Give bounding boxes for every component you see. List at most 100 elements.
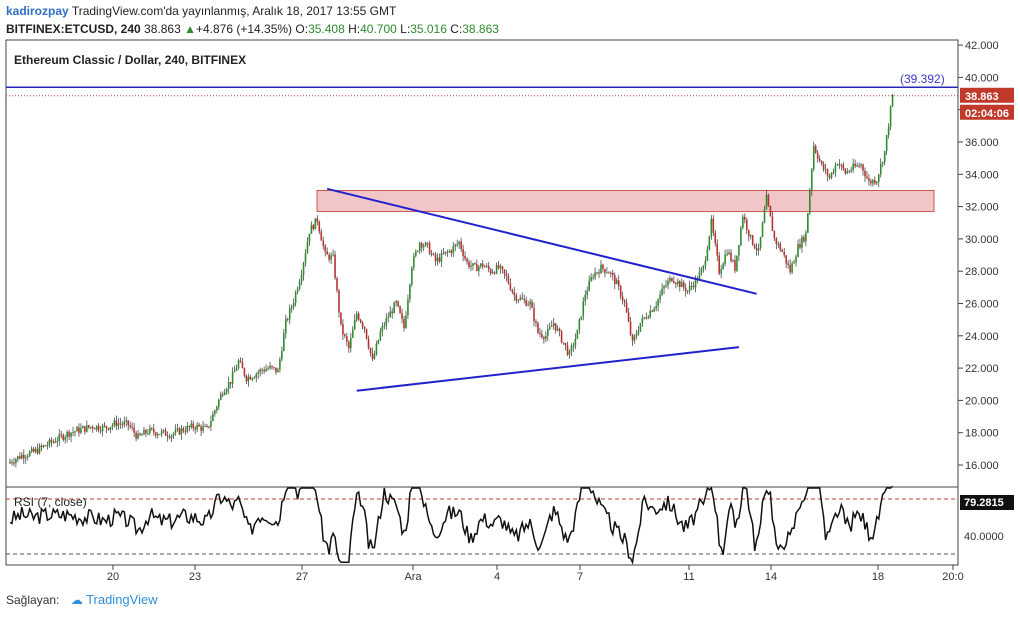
lower-trendline[interactable] [356, 346, 740, 392]
candle [283, 329, 285, 352]
candle [223, 388, 226, 396]
candle [125, 416, 128, 427]
candle [332, 249, 334, 257]
candle [111, 422, 114, 431]
candle [119, 417, 122, 429]
candle [407, 294, 409, 320]
candle [336, 276, 338, 293]
candle [602, 263, 604, 273]
candle [655, 301, 657, 312]
candle [560, 329, 563, 344]
candle [373, 350, 376, 360]
candle [781, 248, 784, 253]
y-tick-label: 18.000 [965, 428, 999, 440]
candle [537, 321, 539, 335]
tradingview-link[interactable]: TradingView [86, 592, 158, 607]
candle [186, 422, 189, 434]
candle [247, 373, 250, 387]
candle [194, 425, 196, 434]
symbol-name: BITFINEX:ETCUSD, 240 [6, 22, 141, 36]
candle [621, 291, 624, 305]
candle [456, 239, 458, 247]
candle [541, 329, 543, 340]
candle [180, 425, 183, 440]
candle [631, 333, 634, 346]
x-tick-label: 18 [872, 571, 884, 583]
candle [801, 234, 803, 253]
candle [590, 273, 592, 282]
candle [816, 149, 819, 163]
candle [576, 329, 579, 339]
candle [46, 441, 49, 450]
candle [714, 229, 717, 247]
footer: Sağlayan: ☁ TradingView [6, 592, 158, 607]
candle [822, 161, 825, 172]
candle [322, 236, 325, 250]
candle [182, 426, 185, 434]
candle [566, 341, 569, 356]
candle [168, 433, 171, 440]
candle [505, 269, 508, 282]
candle [253, 375, 256, 379]
candle [383, 321, 386, 330]
candle [495, 262, 498, 275]
candle [643, 316, 646, 320]
y-tick-label: 40.000 [965, 72, 999, 84]
candle [633, 334, 636, 344]
candle [850, 166, 852, 174]
candle [340, 312, 342, 326]
candle [736, 255, 738, 272]
candle [387, 312, 390, 323]
candle [864, 167, 866, 183]
candle [391, 307, 393, 319]
candle [529, 298, 531, 311]
candle [219, 391, 222, 401]
candle [789, 259, 791, 275]
candle [619, 284, 622, 300]
candle [450, 249, 453, 257]
candle [139, 432, 141, 436]
candle [767, 193, 770, 207]
candle [188, 425, 191, 432]
candle [426, 242, 429, 248]
candle [17, 455, 19, 463]
candle [239, 357, 242, 363]
candle [58, 429, 61, 446]
candle [613, 272, 616, 290]
candle [74, 430, 76, 437]
candle [728, 249, 730, 255]
candle [103, 422, 106, 428]
candle [598, 269, 600, 279]
candle [824, 163, 827, 175]
candle [661, 283, 663, 297]
candle [115, 415, 118, 430]
candle [527, 300, 529, 307]
candle [716, 239, 719, 262]
candle [738, 244, 740, 262]
candle [487, 261, 490, 273]
candle [635, 329, 638, 340]
candle [34, 446, 37, 454]
candle [302, 261, 305, 281]
candle [149, 424, 151, 436]
author-name[interactable]: kadirozpay [6, 4, 69, 18]
rsi-line [9, 485, 894, 565]
candle [564, 342, 567, 351]
candle [452, 242, 455, 258]
upper-trendline[interactable] [326, 187, 757, 295]
open-label: O: [295, 22, 309, 36]
candle [249, 374, 252, 380]
candle [596, 271, 598, 275]
candle [129, 421, 131, 429]
candle [30, 446, 33, 454]
candle [393, 301, 395, 314]
candle [286, 317, 289, 322]
candle [568, 349, 571, 359]
y-tick-label: 32.000 [965, 202, 999, 214]
resistance-zone[interactable] [316, 190, 935, 212]
x-tick-label: 4 [494, 571, 500, 583]
y-tick-label: 42.000 [965, 40, 999, 52]
price-chart[interactable]: 16.000 18.000 20.000 22.000 24.000 26.000 28.0… [0, 0, 1020, 590]
candle [497, 260, 500, 270]
candle [141, 432, 143, 436]
